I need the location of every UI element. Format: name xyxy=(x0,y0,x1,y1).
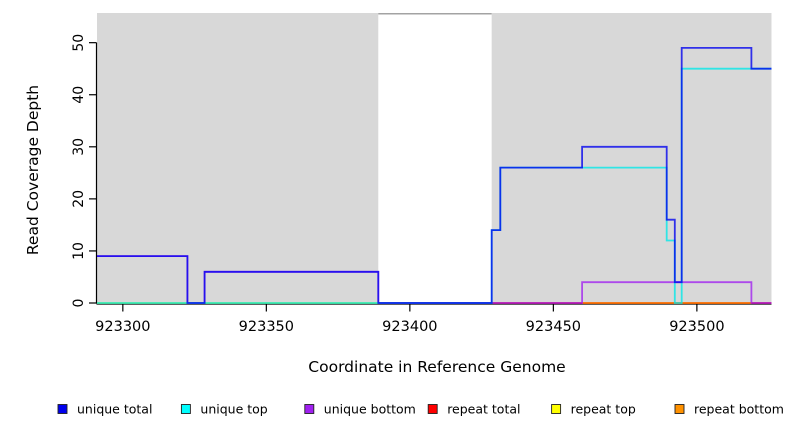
legend-swatch-unique-top xyxy=(180,404,191,414)
legend-label-repeat-total: repeat total xyxy=(447,402,520,417)
legend-swatch-unique-bottom xyxy=(304,404,315,414)
series-layer xyxy=(97,47,772,304)
y-tick-label: 10 xyxy=(71,242,87,260)
x-tick-label: 923400 xyxy=(382,319,437,335)
x-tick-label: 923450 xyxy=(526,319,581,335)
legend-label-repeat-top: repeat top xyxy=(571,402,636,417)
masked-region xyxy=(97,13,379,303)
y-tick-label: 0 xyxy=(71,299,87,308)
legend-label-unique-bottom: unique bottom xyxy=(324,402,416,417)
legend-swatch-repeat-bottom xyxy=(674,404,685,414)
axes-layer: 0 10 20 30 40 50 923300 923350 923400 923450 92350… xyxy=(71,34,772,335)
y-tick-label: 50 xyxy=(71,34,87,52)
x-tick-label: 923350 xyxy=(239,319,294,335)
legend-swatch-repeat-top xyxy=(551,404,562,414)
y-tick-label: 30 xyxy=(71,138,87,156)
legend-swatch-repeat-total xyxy=(427,404,438,414)
x-tick-label: 923500 xyxy=(669,319,724,335)
legend-label-unique-total: unique total xyxy=(77,402,152,417)
x-axis-title: Coordinate in Reference Genome xyxy=(308,358,565,376)
legend-label-unique-top: unique top xyxy=(200,402,267,417)
x-tick-label: 923300 xyxy=(95,319,150,335)
masked-region xyxy=(491,13,772,303)
legend-swatch-unique-total xyxy=(57,404,68,414)
plot-background-layer xyxy=(97,13,772,303)
y-tick-label: 20 xyxy=(71,190,87,208)
legend: unique total unique top unique bottom repea… xyxy=(57,402,784,417)
legend-label-repeat-bottom: repeat bottom xyxy=(694,402,784,417)
series-line-unique-total xyxy=(97,47,772,304)
y-tick-label: 40 xyxy=(71,86,87,104)
y-axis-title: Read Coverage Depth xyxy=(24,85,42,255)
